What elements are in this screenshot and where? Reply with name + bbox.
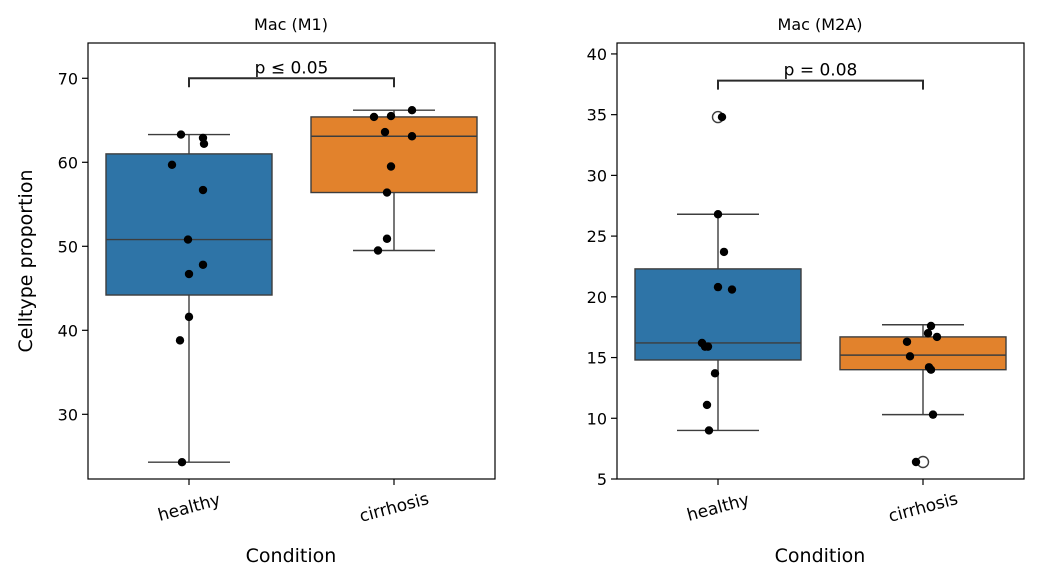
data-point — [713, 282, 723, 292]
data-point — [199, 139, 209, 149]
data-point — [382, 234, 392, 243]
data-point — [373, 246, 383, 255]
data-point — [902, 337, 912, 346]
y-tick-label: 70 — [58, 69, 78, 88]
data-point — [167, 160, 177, 170]
x-tick-label-cirrhosis: cirrhosis — [886, 489, 960, 527]
data-point — [702, 400, 712, 410]
panel-title: Mac (M1) — [254, 15, 328, 34]
data-point — [380, 127, 390, 137]
data-point — [198, 185, 208, 195]
data-point — [932, 332, 942, 342]
y-tick-label: 30 — [587, 166, 607, 185]
data-point — [407, 106, 417, 115]
p-value-label: p = 0.08 — [784, 61, 858, 81]
data-point — [407, 132, 417, 141]
panel-title: Mac (M2A) — [778, 15, 863, 34]
data-point — [184, 269, 194, 279]
data-point — [703, 342, 713, 351]
y-tick-label: 15 — [587, 349, 607, 368]
panel-mac-m2a: Mac (M2A) Condition 5 10 15 20 25 30 35 40 healt… — [587, 15, 1025, 567]
data-point — [926, 321, 936, 331]
y-tick-label: 30 — [58, 405, 78, 424]
significance-bracket — [717, 79, 924, 90]
data-point — [704, 426, 714, 435]
data-point — [177, 457, 187, 467]
y-tick-label: 10 — [587, 409, 607, 428]
x-axis-label: Condition — [775, 545, 866, 567]
data-point — [198, 260, 208, 269]
y-tick-label: 60 — [58, 153, 78, 172]
significance-bracket — [188, 77, 395, 88]
y-axis-label: Celltype proportion — [15, 170, 37, 353]
data-point — [911, 457, 921, 467]
data-point — [710, 369, 720, 378]
y-tick-label: 25 — [587, 227, 607, 246]
plot-layer: 30 40 50 60 70 healthy cirrhosis p ≤ 0.05 — [58, 42, 496, 527]
y-tick-label: 50 — [58, 237, 78, 256]
p-value-label: p ≤ 0.05 — [255, 58, 329, 78]
y-tick-label: 20 — [587, 288, 607, 307]
plot-area-frame — [616, 42, 1025, 480]
box-healthy — [634, 268, 802, 361]
data-point — [386, 162, 396, 171]
data-point — [183, 235, 193, 244]
plot-area-frame — [87, 42, 496, 480]
data-point — [175, 336, 185, 345]
box-cirrhosis — [839, 336, 1007, 371]
y-tick-label: 40 — [587, 45, 607, 64]
data-point — [176, 130, 186, 139]
data-point — [928, 410, 938, 419]
x-tick-label-cirrhosis: cirrhosis — [357, 489, 431, 527]
data-point — [717, 112, 727, 122]
y-tick-label: 5 — [597, 470, 607, 489]
y-tick-label: 35 — [587, 106, 607, 125]
data-point — [923, 329, 933, 338]
data-point — [184, 312, 194, 322]
data-point — [382, 188, 392, 197]
y-tick-label: 40 — [58, 321, 78, 340]
data-point — [369, 112, 379, 122]
data-point — [386, 111, 396, 121]
panel-mac-m1: Mac (M1) Condition Celltype proportion 3… — [15, 15, 496, 567]
data-point — [727, 285, 737, 294]
box-cirrhosis — [310, 116, 478, 194]
plot-layer: 5 10 15 20 25 30 35 40 healthy cirrhosis p = 0.08 — [587, 42, 1025, 527]
data-point — [926, 365, 936, 374]
data-point — [719, 247, 729, 257]
data-point — [713, 210, 723, 219]
x-tick-label-healthy: healthy — [156, 490, 223, 526]
x-axis-label: Condition — [246, 545, 337, 567]
data-point — [905, 352, 915, 361]
x-tick-label-healthy: healthy — [685, 490, 752, 526]
